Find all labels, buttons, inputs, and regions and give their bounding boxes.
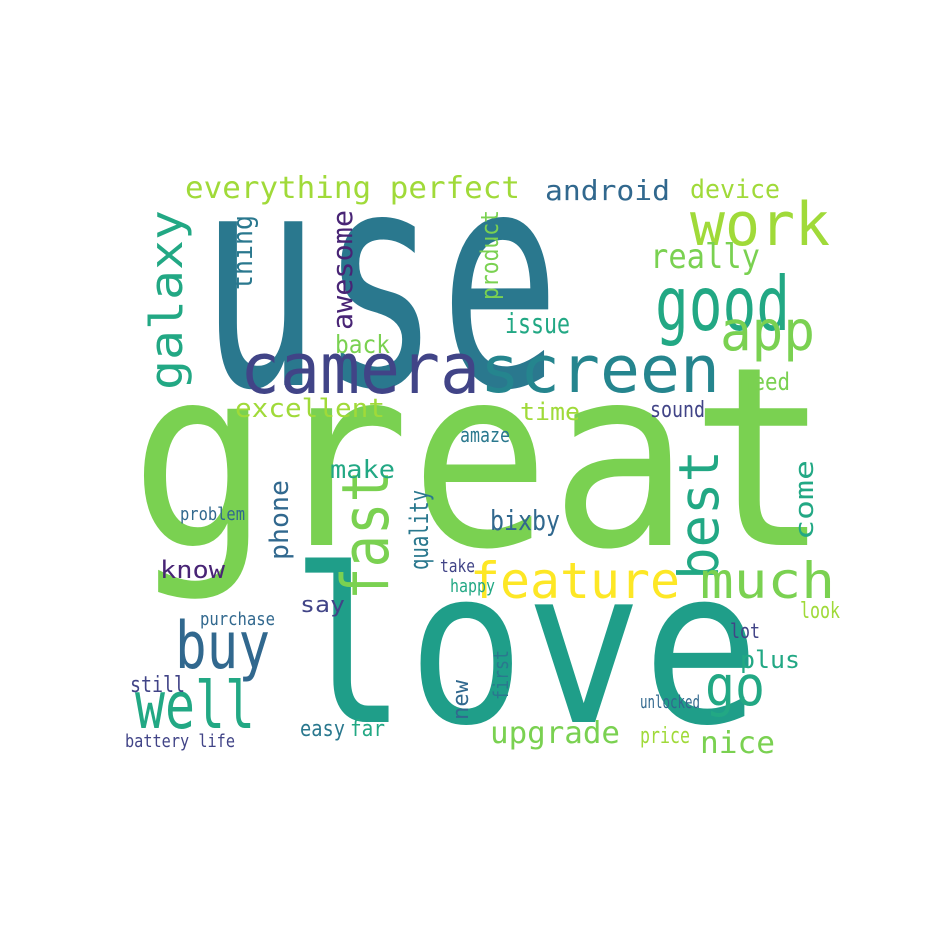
word: love xyxy=(290,522,760,773)
word: plus xyxy=(740,646,800,674)
word: amaze xyxy=(460,423,510,447)
word: happy xyxy=(450,576,495,597)
word: buy xyxy=(175,609,270,684)
word: problem xyxy=(180,504,245,525)
word: unlocked xyxy=(640,692,700,713)
word: best xyxy=(667,450,731,580)
word: android xyxy=(545,174,670,207)
word: upgrade xyxy=(490,716,620,751)
word: purchase xyxy=(200,609,275,630)
word: quality xyxy=(405,490,435,570)
word: fast xyxy=(329,470,404,600)
word: know xyxy=(160,556,226,584)
word: come xyxy=(790,460,820,540)
word: galaxy xyxy=(140,210,193,390)
word: well xyxy=(135,669,255,744)
word: still xyxy=(130,673,185,698)
word: app xyxy=(720,299,815,363)
word: good xyxy=(655,260,790,348)
word: lot xyxy=(730,619,760,643)
word: take xyxy=(440,556,475,577)
word: everything perfect xyxy=(185,171,520,206)
word: use xyxy=(200,107,560,456)
word: time xyxy=(520,398,580,426)
word: need xyxy=(740,368,790,396)
word: much xyxy=(700,552,835,610)
word: look xyxy=(800,599,840,624)
word: sound xyxy=(650,398,705,423)
word: excellent xyxy=(235,394,385,424)
word: issue xyxy=(505,307,570,340)
word: great xyxy=(130,313,830,604)
word: make xyxy=(330,455,395,484)
word: feature xyxy=(470,552,680,610)
word: say xyxy=(300,593,345,618)
word: nice xyxy=(700,726,775,761)
word: easy xyxy=(300,717,345,742)
word: really xyxy=(650,237,760,277)
word: product xyxy=(476,210,504,300)
word: battery life xyxy=(125,731,235,752)
word: thing xyxy=(226,215,259,290)
word: back xyxy=(335,330,390,359)
word: phone xyxy=(265,480,295,560)
word: work xyxy=(690,190,830,260)
word: first xyxy=(489,650,513,700)
word: device xyxy=(690,175,780,205)
word: camera xyxy=(240,328,480,410)
word: go xyxy=(705,654,765,718)
word: price xyxy=(640,724,690,749)
word: new xyxy=(449,679,474,720)
word: far xyxy=(350,717,385,742)
word: awesome xyxy=(326,210,359,330)
word: screen xyxy=(480,333,720,408)
word: bixby xyxy=(490,504,560,537)
